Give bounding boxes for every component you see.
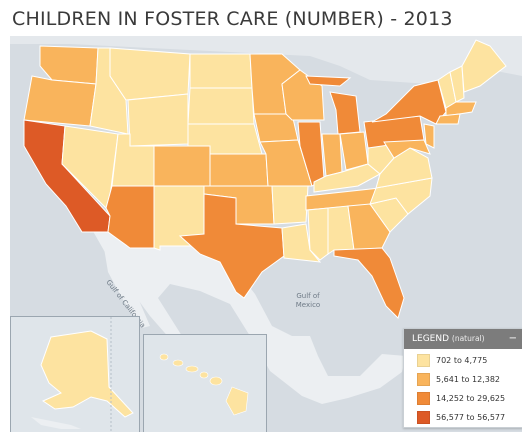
state-wyoming[interactable] — [127, 93, 189, 147]
map-frame[interactable]: Gulf of California Gulf of Mexico LEGEND — [10, 36, 522, 432]
legend-swatch — [417, 354, 430, 367]
state-maryland[interactable] — [383, 139, 431, 159]
state-arkansas[interactable] — [271, 185, 309, 225]
state-georgia[interactable] — [347, 203, 391, 251]
legend-label: 5,641 to 12,382 — [436, 375, 501, 384]
legend-item: 702 to 4,775 — [404, 353, 522, 368]
legend-label: 702 to 4,775 — [436, 356, 488, 365]
legend-header[interactable]: LEGEND (natural) − — [404, 329, 522, 349]
state-louisiana[interactable] — [281, 223, 322, 263]
legend-item: 14,252 to 29,625 — [404, 391, 522, 406]
hawaii-inset[interactable] — [143, 334, 267, 432]
legend-swatch — [417, 392, 430, 405]
gulf-of-mexico-label-line1: Gulf of — [296, 292, 320, 300]
legend-label: 56,577 to 56,577 — [436, 413, 506, 422]
legend-swatch — [417, 373, 430, 386]
state-texas[interactable] — [178, 193, 285, 299]
state-new-hampshire[interactable] — [449, 65, 465, 103]
state-colorado[interactable] — [153, 145, 211, 187]
aleutian-islands — [31, 417, 81, 429]
states-layer — [23, 39, 507, 319]
mexico-land — [90, 226, 406, 404]
state-indiana[interactable] — [321, 133, 343, 177]
gulf-of-mexico-label-line2: Mexico — [296, 301, 320, 309]
hawaii-map — [159, 353, 249, 416]
baja-land — [102, 236, 150, 328]
alaska-map — [31, 317, 134, 432]
state-maine[interactable] — [461, 39, 507, 93]
state-montana[interactable] — [109, 47, 191, 101]
chart-title: CHILDREN IN FOSTER CARE (NUMBER) - 2013 — [12, 8, 453, 30]
alaska-inset[interactable] — [10, 316, 140, 432]
state-hawaii[interactable] — [159, 353, 249, 416]
state-connecticut[interactable] — [435, 113, 461, 125]
state-oregon[interactable] — [23, 75, 97, 127]
minus-icon[interactable]: − — [508, 333, 517, 344]
legend-subtitle: (natural) — [451, 334, 485, 343]
legend-panel: LEGEND (natural) − 702 to 4,775 5,641 to… — [403, 328, 522, 428]
state-north-dakota[interactable] — [189, 53, 253, 89]
state-massachusetts[interactable] — [445, 101, 477, 117]
state-alaska[interactable] — [40, 330, 134, 418]
legend-swatch — [417, 411, 430, 424]
state-florida[interactable] — [333, 247, 405, 319]
state-south-dakota[interactable] — [187, 87, 255, 125]
legend-item: 56,577 to 56,577 — [404, 410, 522, 425]
state-kansas[interactable] — [209, 153, 269, 187]
state-mississippi[interactable] — [307, 207, 329, 261]
state-new-jersey[interactable] — [423, 123, 435, 149]
legend-item: 5,641 to 12,382 — [404, 372, 522, 387]
legend-label: 14,252 to 29,625 — [436, 394, 506, 403]
legend-title: LEGEND — [412, 334, 450, 344]
canada-land — [10, 36, 522, 84]
